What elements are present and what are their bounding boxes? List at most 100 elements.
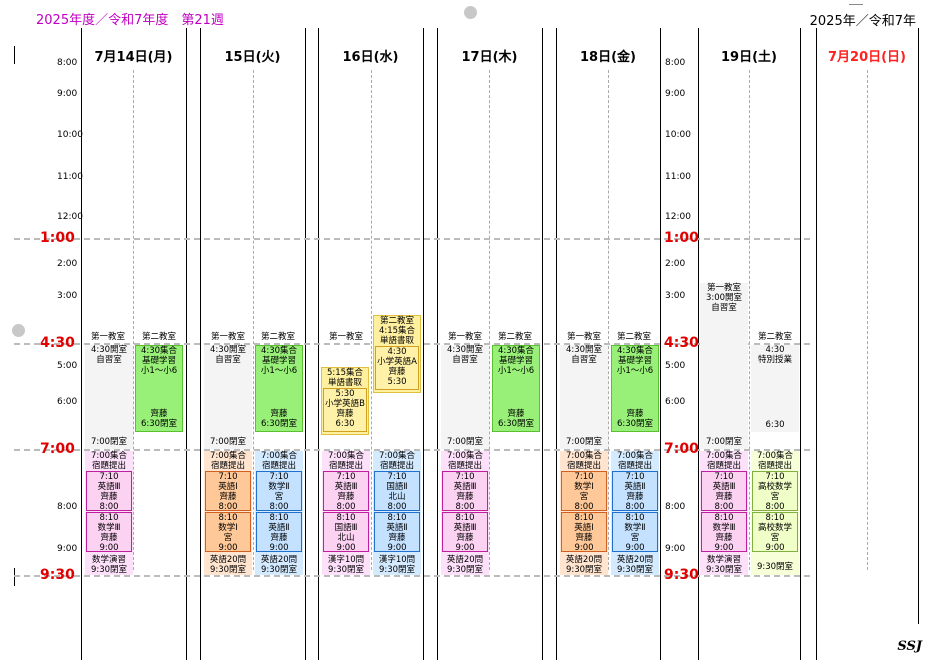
event-text: 7:00集合 (705, 451, 743, 461)
class-block[interactable]: 8:10 数学Ⅲ 齊藤 9:00 (86, 512, 132, 553)
event-text: 国語Ⅱ (386, 482, 408, 492)
class-block[interactable]: 7:10 英語Ⅲ 齊藤 8:00 (86, 471, 132, 512)
class-block[interactable]: 8:10 高校数学宮 9:00 (752, 512, 798, 553)
event-text: 漢字10問 (327, 555, 365, 565)
event-text: 北山 (337, 533, 355, 543)
room1-label: 第一教室 (90, 332, 125, 342)
class-block[interactable]: 7:10 英語Ⅲ 齊藤 8:00 (323, 471, 369, 512)
day-header-fri: 18日(金) (580, 50, 636, 65)
english-a-block[interactable]: 第二教室 4:15集合 単語書取 4:30 小学英語A 齊藤 5:30 (373, 315, 421, 393)
event-text: 6:30閉室 (260, 419, 298, 429)
time-line (14, 575, 810, 577)
event-text: 齊藤 (507, 409, 525, 419)
time-label: 12:00 (665, 212, 691, 222)
class-block[interactable]: 4:30 小学英語A 齊藤 5:30 (375, 346, 419, 390)
class-block[interactable]: 7:10 国語Ⅱ 北山 8:00 (374, 471, 420, 512)
event-text: 宮 (579, 492, 589, 502)
basic-study-block[interactable]: 4:30集合 基礎学習 小1～小6 齊藤 6:30閉室 (611, 345, 659, 432)
evening-block[interactable]: 7:00集合 宿題提出 7:10 国語Ⅱ 北山 8:00 8:10 英語Ⅱ 齊藤 9:00 … (373, 451, 421, 575)
event-text: 数学Ⅲ (712, 523, 736, 533)
event-text: 自習室 (452, 355, 478, 365)
event-text: 第一教室 (706, 283, 741, 293)
event-text: 齊藤 (626, 409, 644, 419)
event-text: 宿題提出 (566, 461, 601, 471)
basic-study-block[interactable]: 4:30集合 基礎学習 小1～小6 齊藤 6:30閉室 (255, 345, 303, 432)
event-text: 自習室 (96, 355, 122, 365)
event-text: 8:00 (714, 502, 734, 512)
room2-label: 第二教室 (757, 332, 792, 342)
class-block[interactable]: 8:10 英語Ⅰ 齊藤 9:00 (561, 512, 607, 553)
self-study-block[interactable]: 4:30開室 自習室 7:00閉室 (560, 345, 608, 449)
time-label: 8:00 (57, 58, 78, 68)
event-text: 8:00 (269, 502, 289, 512)
class-block[interactable]: 5:30 小学英語B 齊藤 6:30 (323, 388, 367, 432)
event-text: 自習室 (711, 303, 737, 313)
event-text: 宿題提出 (706, 461, 741, 471)
evening-block[interactable]: 7:00集合 宿題提出 7:10 数学Ⅱ 宮 8:00 8:10 英語Ⅱ 齊藤 9:00 英… (255, 451, 303, 575)
special-class-block[interactable]: 4:30 特別授業 6:30 (751, 345, 799, 432)
room2-label: 第二教室 (260, 332, 295, 342)
event-text: 9:30閉室 (756, 562, 794, 572)
class-block[interactable]: 8:10 数学Ⅲ 齊藤 9:00 (701, 512, 747, 553)
day-header-sat: 19日(土) (721, 50, 777, 65)
basic-study-block[interactable]: 4:30集合 基礎学習 小1～小6 齊藤 6:30閉室 (135, 345, 183, 432)
time-label: 2:00 (665, 259, 686, 269)
class-block[interactable]: 8:10 国語Ⅲ 北山 9:00 (323, 512, 369, 553)
event-text: 7:00閉室 (90, 437, 128, 447)
event-text: 英語Ⅱ (386, 523, 408, 533)
event-text: 9:00 (765, 543, 785, 553)
class-block[interactable]: 8:10 英語Ⅱ 齊藤 9:00 (256, 512, 302, 553)
event-text: 8:00 (336, 502, 356, 512)
time-label-red: 1:00 (40, 230, 75, 246)
event-text: 9:00 (714, 543, 734, 553)
event-text: 漢字10問 (378, 555, 416, 565)
evening-block[interactable]: 7:00集合 宿題提出 7:10 英語Ⅲ 齊藤 8:00 8:10 数学Ⅲ 齊藤 9:00 … (85, 451, 133, 575)
event-text: 8:00 (765, 502, 785, 512)
event-text: 英語Ⅰ (574, 523, 594, 533)
evening-block[interactable]: 7:00集合 宿題提出 7:10 英語Ⅱ 齊藤 8:00 8:10 数学Ⅱ 宮 9:00 英… (611, 451, 659, 575)
basic-study-block[interactable]: 4:30集合 基礎学習 小1～小6 齊藤 6:30閉室 (492, 345, 540, 432)
evening-block[interactable]: 7:00集合 宿題提出 7:10 英語Ⅲ 齊藤 8:00 8:10 数学Ⅲ 齊藤 9:00 … (700, 451, 748, 575)
event-text: 9:00 (99, 543, 119, 553)
class-block[interactable]: 7:10 英語Ⅱ 齊藤 8:00 (612, 471, 658, 512)
grid-line (918, 28, 919, 624)
class-block[interactable]: 7:10 数学Ⅰ 宮 8:00 (561, 471, 607, 512)
english-b-block[interactable]: 5:15集合 単語書取 5:30 小学英語B 齊藤 6:30 (321, 367, 369, 435)
event-text: 高校数学 (757, 482, 792, 492)
class-block[interactable]: 8:10 数学Ⅰ 宮 9:00 (205, 512, 251, 553)
event-text: 7:10 (574, 472, 594, 482)
event-text: 英語20問 (260, 555, 298, 565)
footer-mark: SSJ (897, 639, 922, 654)
class-block[interactable]: 8:10 英語Ⅲ 齊藤 9:00 (442, 512, 488, 553)
class-block[interactable]: 7:10 英語Ⅲ 齊藤 8:00 (442, 471, 488, 512)
evening-block[interactable]: 7:00集合 宿題提出 7:10 数学Ⅰ 宮 8:00 8:10 英語Ⅰ 齊藤 9:00 英… (560, 451, 608, 575)
event-text: 単語書取 (327, 378, 362, 388)
self-study-block[interactable]: 第一教室 3:00開室 自習室 7:00閉室 (700, 283, 748, 449)
class-block[interactable]: 8:10 数学Ⅱ 宮 9:00 (612, 512, 658, 553)
event-text: 宮 (223, 533, 233, 543)
punch-hole-icon (12, 324, 25, 337)
class-block[interactable]: 8:10 英語Ⅱ 齊藤 9:00 (374, 512, 420, 553)
class-block[interactable]: 7:10 数学Ⅱ 宮 8:00 (256, 471, 302, 512)
evening-block[interactable]: 7:00集合 宿題提出 7:10 英語Ⅲ 齊藤 8:00 8:10 英語Ⅲ 齊藤 9:00 … (441, 451, 489, 575)
event-text: 7:00集合 (616, 451, 654, 461)
evening-block[interactable]: 7:00集合 宿題提出 7:10 高校数学宮 8:00 8:10 高校数学宮 9:00 … (751, 451, 799, 575)
event-text: 7:10 (765, 472, 785, 482)
class-block[interactable]: 7:10 英語Ⅰ 齊藤 8:00 (205, 471, 251, 512)
class-block[interactable]: 7:10 英語Ⅲ 齊藤 8:00 (701, 471, 747, 512)
time-label: 5:00 (57, 361, 78, 371)
event-text: 小1～小6 (616, 366, 654, 376)
evening-block[interactable]: 7:00集合 宿題提出 7:10 英語Ⅰ 齊藤 8:00 8:10 数学Ⅰ 宮 9:00 英… (204, 451, 252, 575)
self-study-block[interactable]: 4:30開室 自習室 7:00閉室 (85, 345, 133, 449)
self-study-block[interactable]: 4:30開室 自習室 7:00閉室 (204, 345, 252, 449)
event-text: 7:00集合 (209, 451, 247, 461)
event-text: 宮 (630, 533, 640, 543)
event-text: 7:00集合 (90, 451, 128, 461)
room1-label: 第一教室 (566, 332, 601, 342)
event-text: 4:30開室 (565, 345, 603, 355)
evening-block[interactable]: 7:00集合 宿題提出 7:10 英語Ⅲ 齊藤 8:00 8:10 国語Ⅲ 北山 9:00 … (322, 451, 370, 575)
room-divider (867, 70, 868, 570)
class-block[interactable]: 7:10 高校数学宮 8:00 (752, 471, 798, 512)
event-text: 4:30 (387, 347, 407, 357)
self-study-block[interactable]: 4:30開室 自習室 7:00閉室 (441, 345, 489, 449)
